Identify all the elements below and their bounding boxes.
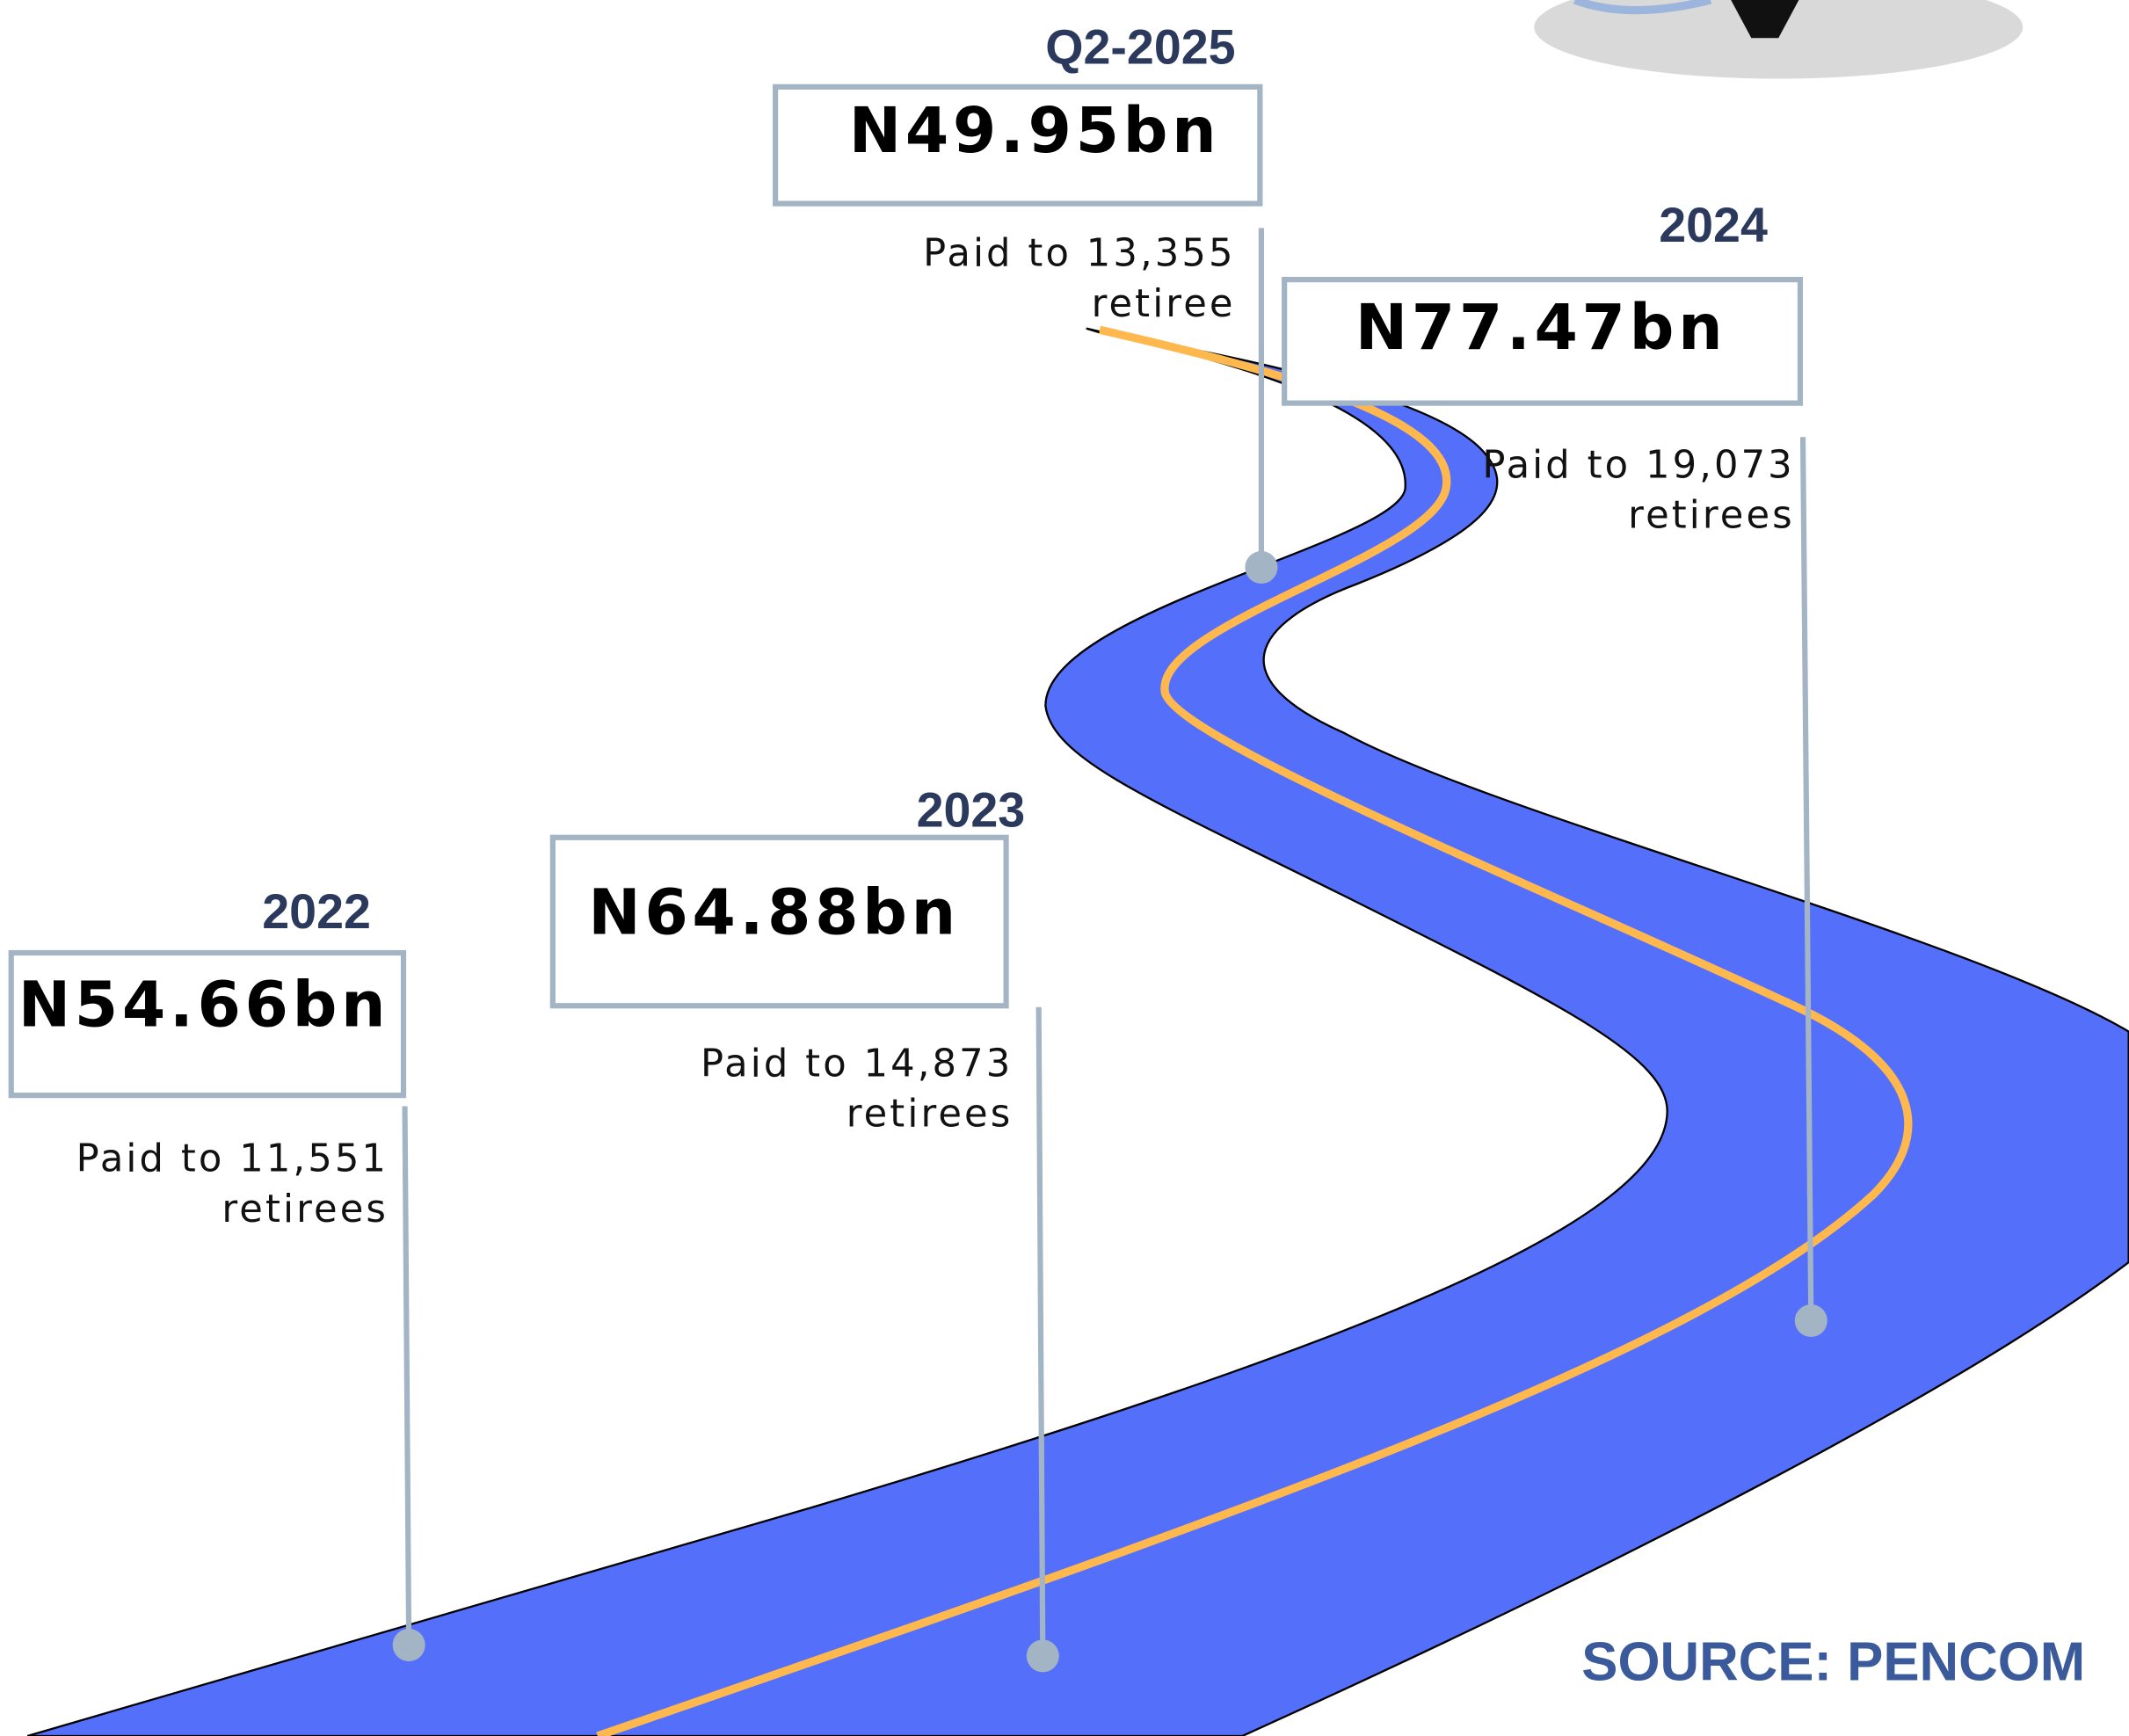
pin-line xyxy=(405,1107,410,1645)
pin-dot xyxy=(1245,551,1277,584)
infographic: Q2-2025 N49.95bn Paid to 13,355 retiree 2024… xyxy=(0,0,2129,1736)
amount: N64.88bn xyxy=(588,875,960,948)
caption: retirees xyxy=(1628,494,1795,538)
caption: Paid to 14,873 xyxy=(701,1042,1013,1086)
caption: retirees xyxy=(847,1093,1014,1137)
pin-dot xyxy=(1795,1304,1827,1337)
page: Q2-2025 N49.95bn Paid to 13,355 retiree 2024… xyxy=(0,0,2129,1736)
year-label: 2022 xyxy=(262,884,371,939)
pin-dot xyxy=(393,1629,425,1661)
pin-dot xyxy=(1027,1639,1059,1672)
year-label: 2023 xyxy=(917,782,1026,837)
caption: retiree xyxy=(1092,282,1236,326)
caption: Paid to 11,551 xyxy=(76,1137,389,1181)
amount: N54.66bn xyxy=(18,968,390,1041)
year-label: Q2-2025 xyxy=(1045,20,1235,75)
caption: Paid to 13,355 xyxy=(923,232,1235,276)
source: SOURCE: PENCOM xyxy=(1581,1632,2085,1693)
caption: retirees xyxy=(222,1188,389,1231)
year-label: 2024 xyxy=(1659,198,1768,252)
amount: N49.95bn xyxy=(849,94,1221,167)
amount: N77.47bn xyxy=(1355,291,1727,364)
caption: Paid to 19,073 xyxy=(1482,444,1794,488)
